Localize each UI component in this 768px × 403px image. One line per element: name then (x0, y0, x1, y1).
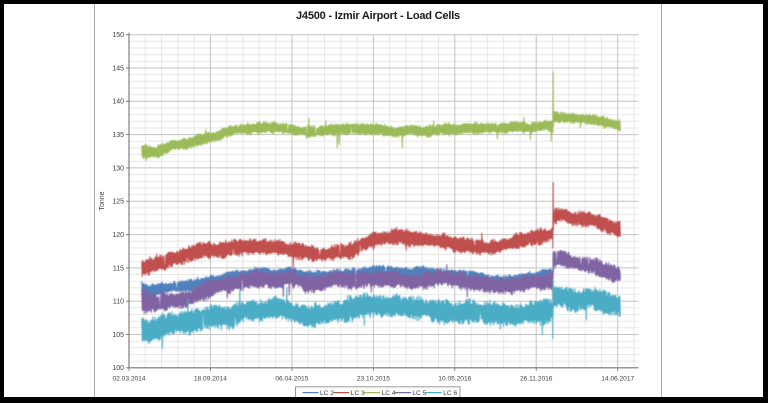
svg-text:LC 3: LC 3 (351, 390, 365, 397)
svg-text:150: 150 (112, 32, 124, 39)
svg-text:26.11.2016: 26.11.2016 (520, 376, 553, 383)
svg-text:100: 100 (112, 365, 124, 372)
svg-text:110: 110 (113, 299, 124, 306)
svg-text:120: 120 (112, 232, 124, 239)
svg-text:105: 105 (112, 332, 124, 339)
svg-text:135: 135 (112, 132, 124, 139)
svg-text:Tonne: Tonne (99, 191, 106, 210)
svg-text:02.03.2014: 02.03.2014 (112, 376, 145, 383)
svg-text:115: 115 (113, 265, 124, 272)
svg-text:LC 5: LC 5 (412, 390, 426, 397)
svg-text:140: 140 (112, 99, 124, 106)
svg-text:125: 125 (112, 199, 124, 206)
svg-text:18.09.2014: 18.09.2014 (194, 376, 227, 383)
svg-text:14.06.2017: 14.06.2017 (601, 376, 634, 383)
svg-text:145: 145 (112, 65, 124, 72)
svg-text:LC 6: LC 6 (443, 390, 457, 397)
svg-text:06.04.2015: 06.04.2015 (275, 376, 308, 383)
svg-text:LC 4: LC 4 (382, 390, 396, 397)
svg-text:23.10.2015: 23.10.2015 (357, 376, 390, 383)
svg-text:10.05.2016: 10.05.2016 (438, 376, 471, 383)
svg-text:130: 130 (112, 165, 124, 172)
svg-text:LC 2: LC 2 (320, 390, 334, 397)
